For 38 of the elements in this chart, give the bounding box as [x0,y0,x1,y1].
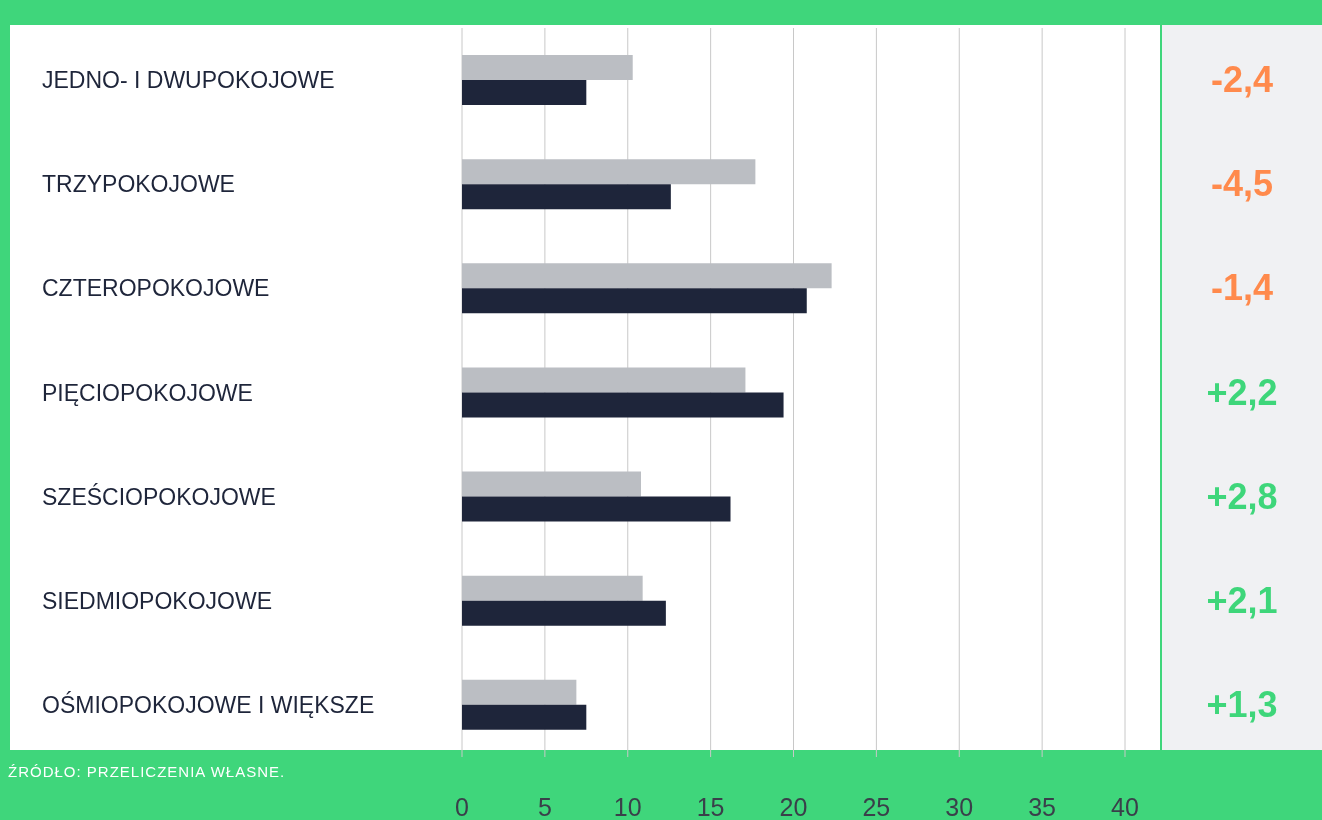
text: -1,4 [1209,266,1274,311]
bar [462,471,642,497]
bar [462,575,643,601]
text: +2,1 [1205,578,1279,623]
bar [462,704,587,730]
y-tick-label: PIĘCIOPOKOJOWE [42,379,253,406]
bar [462,600,666,626]
x-tick-label: 35 [1028,793,1057,820]
text: +2,2 [1205,370,1279,415]
y-tick-label: OŚMIOPOKOJOWE I WIĘKSZE [42,690,375,718]
y-tick-label: SZEŚCIOPOKOJOWE [42,482,276,510]
bar [462,159,756,185]
x-tick-label: 40 [1111,793,1139,820]
bar [462,392,784,418]
text: ŹRÓDŁO: PRZELICZENIA WŁASNE. [8,762,287,782]
text: +1,3 [1205,682,1279,727]
y-tick-label: TRZYPOKOJOWE [42,171,235,198]
text: -2,4 [1209,58,1274,103]
bar [462,367,746,393]
x-tick-label: 0 [455,793,469,820]
x-tick-label: 20 [779,793,808,820]
bar [462,496,731,522]
y-tick-label: SIEDMIOPOKOJOWE [42,587,273,614]
bar [462,80,587,105]
bar [462,55,633,80]
x-tick-label: 25 [862,793,891,820]
bar [462,184,671,210]
bar [462,288,807,314]
x-tick-label: 15 [696,793,725,820]
x-tick-label: 10 [613,793,642,820]
text: -4,5 [1209,162,1274,207]
text: +2,8 [1205,474,1279,519]
y-tick-label: JEDNO- I DWUPOKOJOWE [42,67,335,94]
y-tick-label: CZTEROPOKOJOWE [42,275,270,302]
bar [462,679,577,705]
x-tick-label: 5 [537,793,552,820]
x-tick-label: 30 [945,793,974,820]
bar [462,263,832,289]
